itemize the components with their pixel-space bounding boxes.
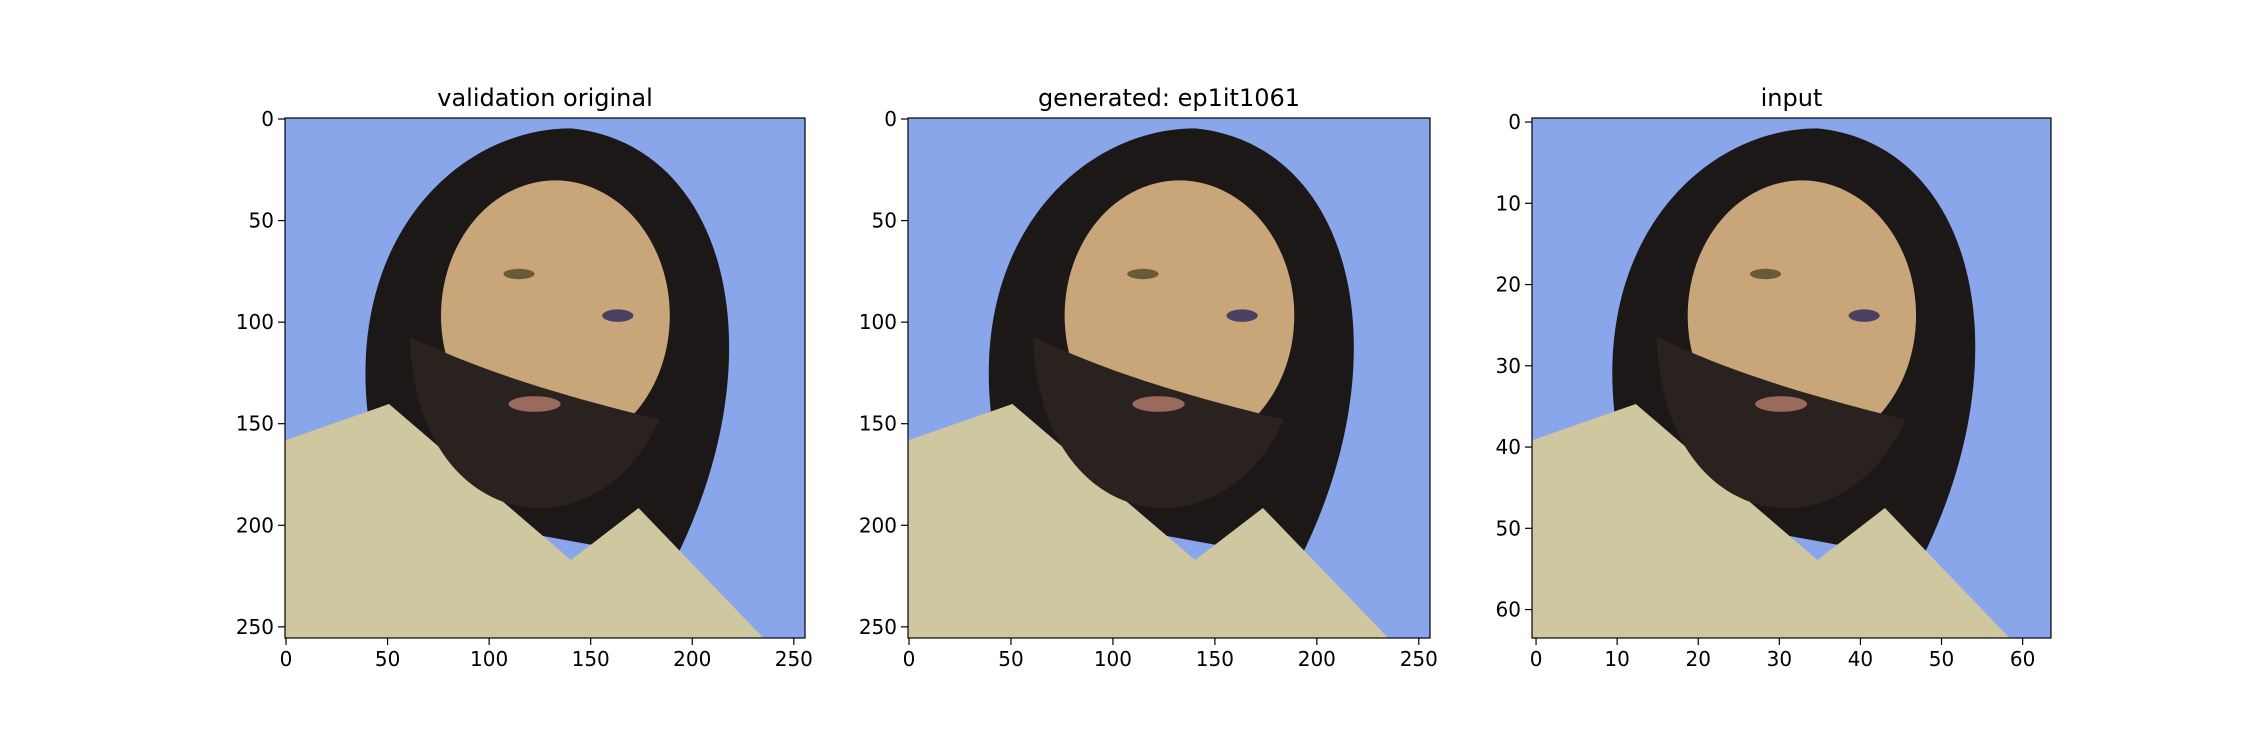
x-tick-label: 0 (1530, 647, 1543, 671)
eye (1127, 268, 1159, 280)
y-tick-label: 0 (884, 107, 897, 131)
x-tick-label: 100 (470, 647, 508, 671)
image (1532, 118, 2051, 638)
y-tick-label: 150 (859, 412, 897, 436)
x-tick-label: 150 (1196, 647, 1234, 671)
y-tick-label: 30 (1496, 354, 1521, 378)
x-tick-label: 10 (1604, 647, 1629, 671)
x-tick-label: 50 (998, 647, 1023, 671)
beard (1033, 336, 1284, 509)
eye (602, 309, 634, 322)
mouth (1132, 396, 1185, 412)
y-tick-label: 50 (872, 209, 897, 233)
y-tick-label: 0 (261, 107, 274, 131)
image (908, 118, 1430, 638)
x-tick-label: 200 (673, 647, 711, 671)
y-tick-label: 50 (1496, 516, 1521, 540)
body (285, 404, 764, 638)
y-tick-label: 60 (1496, 598, 1521, 622)
y-tick-label: 200 (859, 513, 897, 537)
axes-frame (284, 117, 806, 639)
y-tick-label: 150 (236, 412, 274, 436)
x-tick-label: 250 (775, 647, 813, 671)
x-tick-label: 40 (1848, 647, 1873, 671)
eye (1749, 268, 1782, 280)
x-tick-label: 50 (375, 647, 400, 671)
body (908, 404, 1389, 638)
y-tick-label: 250 (236, 615, 274, 639)
x-tick-label: 250 (1400, 647, 1438, 671)
x-tick-label: 20 (1686, 647, 1711, 671)
x-tick-label: 0 (280, 647, 293, 671)
y-tick-label: 0 (1508, 110, 1521, 134)
y-tick-label: 10 (1496, 191, 1521, 215)
axes-title: input (1761, 84, 1823, 112)
mouth (1755, 396, 1808, 412)
axes-title: generated: ep1it1061 (1038, 84, 1300, 112)
x-tick-label: 0 (903, 647, 916, 671)
eye (1848, 309, 1880, 322)
y-tick-label: 200 (236, 513, 274, 537)
y-tick-label: 250 (859, 615, 897, 639)
x-tick-label: 100 (1094, 647, 1132, 671)
y-tick-label: 100 (236, 310, 274, 334)
eye (503, 268, 535, 280)
y-tick-label: 50 (249, 209, 274, 233)
mouth (508, 396, 561, 412)
x-tick-label: 200 (1298, 647, 1336, 671)
image (285, 118, 805, 638)
y-tick-label: 40 (1496, 435, 1521, 459)
y-tick-label: 20 (1496, 273, 1521, 297)
axes-frame (907, 117, 1431, 639)
x-tick-label: 150 (572, 647, 610, 671)
axes-frame (1531, 117, 2052, 639)
body (1532, 404, 2010, 638)
y-tick-label: 100 (859, 310, 897, 334)
beard (409, 336, 660, 509)
eye (1226, 309, 1258, 322)
axes-title: validation original (437, 84, 653, 112)
x-tick-label: 30 (1767, 647, 1792, 671)
beard (1656, 336, 1906, 509)
x-tick-label: 60 (2010, 647, 2035, 671)
x-tick-label: 50 (1929, 647, 1954, 671)
